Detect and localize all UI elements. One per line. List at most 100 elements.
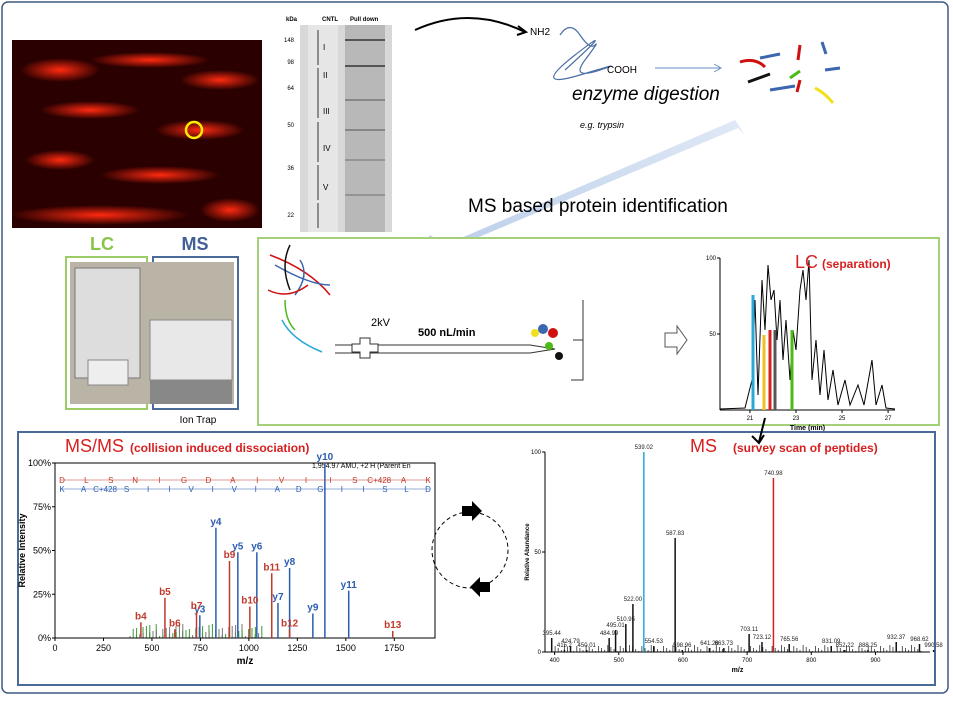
- peak-label: 510.95: [617, 617, 636, 623]
- peak-label: 888.25: [859, 643, 878, 649]
- sequence-residue: I: [255, 485, 257, 494]
- sequence-residue: A: [401, 476, 407, 485]
- x-tick-label: 1000: [239, 643, 259, 653]
- voltage: 2kV: [371, 317, 391, 329]
- sequence-residue: N: [132, 476, 138, 485]
- digestion-title: enzyme digestion: [572, 84, 720, 105]
- y-axis-label: Relative Intensity: [17, 513, 27, 587]
- gel-image: [10, 40, 262, 228]
- y-tick-label: 50: [709, 332, 716, 338]
- ms-panel: [17, 431, 936, 686]
- ms-title: MS: [690, 436, 717, 456]
- ms-label: MS: [182, 234, 209, 254]
- peak-label: y9: [307, 603, 319, 614]
- peak-label: b4: [135, 611, 147, 622]
- x-tick-label: 1750: [384, 643, 404, 653]
- x-tick-label: 23: [793, 416, 800, 422]
- sequence-residue: I: [341, 485, 343, 494]
- peak-label: 598.96: [673, 643, 692, 649]
- peak-label: 587.83: [666, 531, 685, 537]
- sequence-residue: K: [425, 476, 431, 485]
- msms-spectrum: 0 250 500 750 1000 1250 1500 1750 0% 25% 50% 75% 100…: [17, 452, 436, 667]
- instrument-photo: [70, 262, 234, 404]
- gel-marker: 148: [284, 38, 295, 44]
- x-axis-label: Time (min): [790, 425, 825, 432]
- x-tick-label: 21: [747, 416, 754, 422]
- sequence-residue: I: [158, 476, 160, 485]
- arrow: [751, 417, 766, 445]
- peak-label: 831.09: [822, 639, 841, 645]
- peak-label: 554.53: [645, 639, 664, 645]
- ms-spectrum: 400 500 600 700 800 900 0 50 100 m/z Relative Abun…: [525, 445, 943, 674]
- peak-label: 723.12: [753, 635, 772, 641]
- sequence-residue: A: [275, 485, 281, 494]
- sequence-residue: K: [59, 485, 65, 494]
- sequence-residue: I: [256, 476, 258, 485]
- flow-label: MS based protein identification: [468, 196, 728, 217]
- x-tick-label: 1250: [287, 643, 307, 653]
- ms-subtitle: (survey scan of peptides): [733, 441, 878, 455]
- digestion-note: e.g. trypsin: [580, 120, 624, 130]
- lc-panel: [257, 237, 940, 426]
- sequence-residue: C+428: [367, 476, 391, 485]
- sequence-residue: G: [317, 485, 323, 494]
- peak-label: 495.01: [606, 623, 625, 629]
- x-tick-label: 700: [742, 658, 753, 664]
- sequence-residue: D: [296, 485, 302, 494]
- y-tick-label: 0%: [38, 633, 51, 643]
- instrument-caption: Ion Trap: [180, 415, 217, 426]
- peak-label: 765.56: [780, 637, 799, 643]
- peak-label: 968.62: [910, 637, 929, 643]
- peak-label: 415.2: [557, 643, 573, 649]
- lc-title: LC: [795, 252, 818, 272]
- peak-label: y7: [272, 592, 284, 603]
- x-axis-label: m/z: [732, 667, 744, 674]
- peak-label: y5: [232, 541, 244, 552]
- peak-label: 450.01: [578, 643, 597, 649]
- peak-label: 852.22: [836, 643, 855, 649]
- peptides: [739, 41, 841, 104]
- y-tick-label: 25%: [33, 589, 51, 599]
- cycle-arrow: [470, 577, 490, 597]
- gel-marker: 22: [287, 213, 294, 219]
- sequence-residue: D: [425, 485, 431, 494]
- sequence-residue: V: [232, 485, 238, 494]
- peak-label: y6: [251, 541, 263, 552]
- msms-subtitle: (collision induced dissociation): [130, 441, 309, 455]
- sequence-residue: D: [206, 476, 212, 485]
- gel-fraction: V: [323, 183, 329, 192]
- protein-chain: [553, 26, 612, 81]
- sequence-residue: V: [279, 476, 285, 485]
- flow-rate: 500 nL/min: [418, 327, 476, 339]
- x-tick-label: 800: [806, 658, 817, 664]
- arrow: [414, 17, 526, 33]
- sequence-residue: G: [181, 476, 187, 485]
- peptide-mix: [267, 244, 331, 353]
- y-tick-label: 0: [538, 650, 542, 656]
- peak-label: b13: [384, 620, 402, 631]
- parent-ion: 1,954.97 AMU, +2 H (Parent En: [312, 463, 411, 470]
- lc-label: LC: [90, 234, 114, 254]
- arrow: [664, 324, 688, 356]
- peak-label: y8: [284, 557, 296, 568]
- x-tick-label: 400: [550, 658, 561, 664]
- lc-subtitle: (separation): [822, 257, 891, 271]
- peak-label: b6: [169, 618, 181, 629]
- x-tick-label: 0: [52, 643, 57, 653]
- gel-fraction: I: [323, 43, 325, 52]
- sequence-residue: I: [212, 485, 214, 494]
- x-tick-label: 750: [193, 643, 208, 653]
- gel-strip: [300, 25, 392, 232]
- sequence-residue: V: [189, 485, 195, 494]
- gel-marker: 50: [287, 123, 294, 129]
- sequence-residue: C+428: [93, 485, 117, 494]
- peak-label: 641.28: [700, 641, 719, 647]
- trace: [719, 259, 896, 410]
- sequence-residue: L: [404, 485, 409, 494]
- connector: [351, 337, 379, 359]
- capillary: [335, 344, 556, 354]
- gel-lane-label: CNTL: [322, 17, 338, 23]
- sequence-residue: L: [84, 476, 89, 485]
- inlet: [571, 300, 584, 381]
- peak-label: b9: [224, 550, 236, 561]
